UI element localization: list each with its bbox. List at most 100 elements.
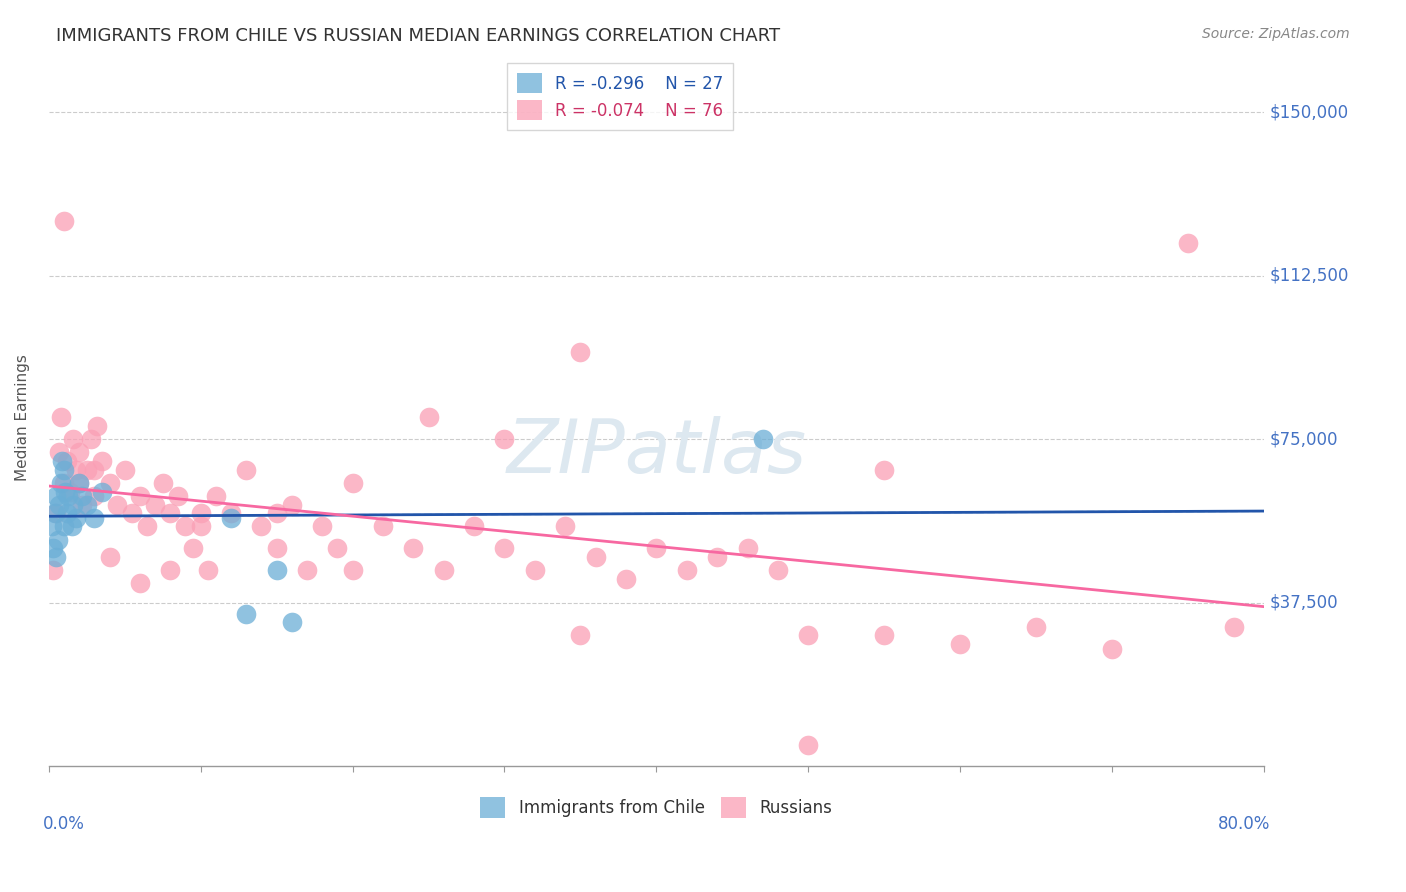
Point: [44, 507, 66, 521]
Point: [98, 549, 121, 564]
Point: [675, 563, 697, 577]
Legend: Immigrants from Chile, Russians: Immigrants from Chile, Russians: [470, 788, 842, 828]
Point: [523, 563, 546, 577]
Point: [797, 738, 820, 752]
Point: [58, 489, 80, 503]
Point: [311, 519, 333, 533]
Point: [48, 498, 70, 512]
Point: [62, 498, 84, 512]
Point: [114, 463, 136, 477]
Point: [181, 541, 204, 556]
Point: [1222, 620, 1244, 634]
Point: [569, 345, 592, 359]
Point: [70, 489, 93, 503]
Point: [128, 489, 150, 503]
Point: [83, 489, 105, 503]
Text: 0.0%: 0.0%: [42, 815, 84, 833]
Point: [65, 463, 87, 477]
Point: [159, 563, 181, 577]
Point: [65, 510, 87, 524]
Point: [67, 475, 90, 490]
Point: [1101, 641, 1123, 656]
Point: [342, 563, 364, 577]
Point: [751, 432, 773, 446]
Point: [326, 541, 349, 556]
Point: [121, 507, 143, 521]
Point: [49, 410, 72, 425]
Text: $37,500: $37,500: [1270, 594, 1339, 612]
Point: [86, 419, 108, 434]
Point: [281, 498, 304, 512]
Point: [98, 475, 121, 490]
Text: $150,000: $150,000: [1270, 103, 1350, 121]
Point: [235, 463, 257, 477]
Point: [235, 607, 257, 621]
Point: [266, 541, 288, 556]
Point: [59, 484, 82, 499]
Point: [554, 519, 576, 533]
Text: Source: ZipAtlas.com: Source: ZipAtlas.com: [1202, 27, 1350, 41]
Point: [1025, 620, 1047, 634]
Point: [219, 507, 242, 521]
Point: [42, 541, 65, 556]
Point: [52, 463, 75, 477]
Point: [52, 214, 75, 228]
Point: [51, 454, 73, 468]
Point: [159, 507, 181, 521]
Point: [56, 507, 79, 521]
Point: [48, 445, 70, 459]
Point: [76, 498, 98, 512]
Point: [52, 475, 75, 490]
Point: [1177, 235, 1199, 250]
Point: [205, 489, 228, 503]
Point: [433, 563, 456, 577]
Point: [49, 475, 72, 490]
Point: [190, 519, 212, 533]
Point: [174, 519, 197, 533]
Point: [418, 410, 440, 425]
Point: [463, 519, 485, 533]
Point: [342, 475, 364, 490]
Point: [706, 549, 728, 564]
Point: [83, 463, 105, 477]
Point: [494, 541, 516, 556]
Point: [45, 549, 67, 564]
Point: [42, 563, 65, 577]
Point: [645, 541, 668, 556]
Point: [402, 541, 425, 556]
Point: [190, 507, 212, 521]
Point: [219, 510, 242, 524]
Point: [128, 576, 150, 591]
Text: $75,000: $75,000: [1270, 430, 1339, 448]
Point: [281, 615, 304, 630]
Point: [295, 563, 318, 577]
Point: [136, 519, 159, 533]
Point: [873, 628, 896, 642]
Point: [76, 463, 98, 477]
Point: [266, 563, 288, 577]
Point: [62, 432, 84, 446]
Point: [67, 475, 90, 490]
Point: [55, 484, 77, 499]
Point: [80, 432, 103, 446]
Point: [90, 454, 112, 468]
Point: [585, 549, 607, 564]
Text: IMMIGRANTS FROM CHILE VS RUSSIAN MEDIAN EARNINGS CORRELATION CHART: IMMIGRANTS FROM CHILE VS RUSSIAN MEDIAN …: [56, 27, 780, 45]
Point: [45, 489, 67, 503]
Point: [52, 519, 75, 533]
Point: [105, 498, 128, 512]
Point: [766, 563, 789, 577]
Point: [873, 463, 896, 477]
Point: [167, 489, 190, 503]
Point: [46, 533, 69, 547]
Point: [250, 519, 273, 533]
Point: [45, 507, 67, 521]
Point: [569, 628, 592, 642]
Y-axis label: Median Earnings: Median Earnings: [15, 354, 30, 481]
Point: [56, 454, 79, 468]
Point: [41, 519, 63, 533]
Point: [60, 519, 83, 533]
Text: $112,500: $112,500: [1270, 267, 1350, 285]
Point: [67, 445, 90, 459]
Point: [371, 519, 394, 533]
